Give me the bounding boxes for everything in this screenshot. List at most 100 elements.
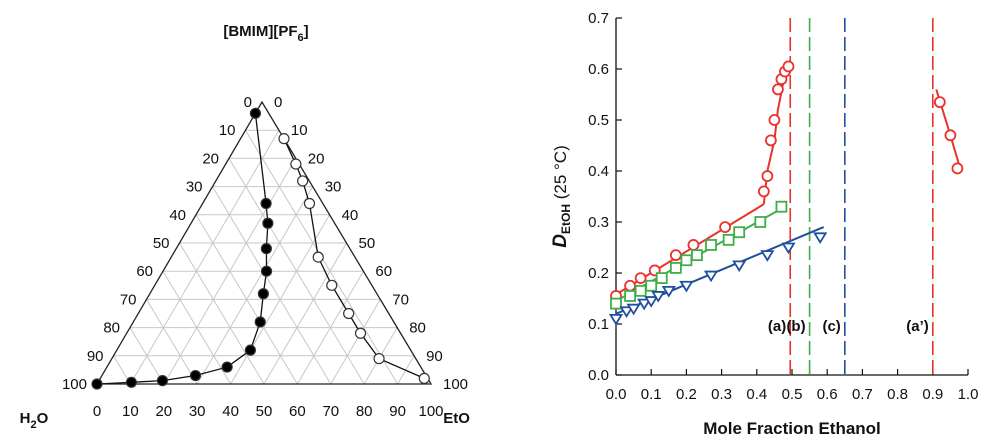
right-axis-tick-label: 60 [375,263,392,280]
left-axis-tick-label: 50 [153,235,170,252]
y-tick-label: 0.5 [588,112,609,129]
x-tick-label: 0.3 [711,386,732,403]
ternary-point-filled [249,107,261,119]
bottom-axis-tick-label: 70 [322,403,339,420]
data-point-b [610,297,622,310]
left-axis-tick-label: 70 [120,291,137,308]
x-tick-label: 0.2 [676,386,697,403]
ternary-point-filled [260,197,272,210]
data-point-c [637,298,652,311]
bottom-axis-tick-label: 0 [93,403,101,420]
ternary-point-filled [125,376,137,388]
data-point-b [624,290,636,302]
ternary-point-filled [257,288,269,300]
data-point-a [634,272,647,285]
y-tick-label: 0.1 [588,316,609,333]
y-tick-label: 0.3 [588,214,609,231]
x-tick-label: 0.0 [606,386,627,403]
grid-line [263,242,347,385]
x-tick-label: 0.7 [852,386,873,403]
data-point-b [775,200,788,213]
phase-boundary-label: (a) [768,318,786,335]
x-tick-label: 0.9 [922,386,943,403]
data-point-b [634,284,647,297]
ternary-point-open [326,279,338,291]
data-point-b [655,272,668,285]
x-tick-label: 1.0 [958,386,979,403]
right-axis-tick-label: 100 [443,376,468,393]
ternary-point-filled [260,265,273,277]
ternary-point-open [297,175,309,187]
diffusion-chart: 0.0 0.1 0.2 0.3 0.4 0.5 0.6 0.7 0.0 0.1 0.2 0.3 0.4 0… [470,0,987,441]
grid-line [212,186,332,385]
left-axis-tick-label: 90 [87,348,104,365]
grid-line [196,186,314,385]
data-point-a [669,249,682,262]
data-point-a [764,134,777,147]
data-point-b [722,233,735,246]
ternary-triangle [95,100,433,385]
data-point-a [768,114,781,126]
data-point-c [813,232,828,245]
data-point-a [782,60,795,73]
data-point-c [781,242,796,255]
ternary-grid [113,129,415,385]
grid-line [179,242,265,385]
data-point-a [757,185,770,198]
left-axis-tick-label: 30 [186,179,203,196]
ternary-point-open [373,353,385,365]
left-axis-tick-label: 80 [103,320,120,337]
right-axis-tick-label: 80 [409,320,426,337]
x-tick-label: 0.8 [887,386,908,403]
left-axis-tick-label: 20 [202,150,219,167]
y-tick-label: 0.0 [588,367,609,384]
grid-line [146,299,198,385]
ternary-point-open [290,158,302,170]
left-axis-tick-label: 100 [62,376,87,393]
data-point-c [679,280,694,293]
data-point-a [687,239,700,251]
bottom-axis-tick-label: 20 [155,403,172,420]
data-point-a [772,83,784,96]
right-axis-tick-label: 40 [342,207,359,224]
y-axis-title: DEtOH (25 °C) [550,145,573,248]
bottom-axis-tick-label: 50 [256,403,273,420]
data-point-a [719,221,732,234]
vertex-label-bottom-left: H2O [20,410,49,431]
right-axis-tick-label: 0 [274,94,282,111]
ternary-point-filled [260,243,272,255]
ternary-point-open [354,327,367,339]
grid-line [296,270,364,385]
left-axis-tick-label: 10 [219,122,236,139]
ternary-point-filled [262,217,274,229]
vertex-label-top: [BMIM][PF6] [223,23,308,44]
grid-line [129,129,280,385]
ternary-phase-diagram: 0 10 20 30 40 50 60 70 80 90 100 100 90 80 70 60 50 40 30 2… [0,0,470,441]
data-point-c [703,270,719,283]
x-axis-title: Mole Fraction Ethanol [703,419,881,438]
data-point-c [619,306,634,318]
data-point-b [754,216,767,228]
ternary-point-open [418,372,430,384]
ternary-point-open [303,197,316,210]
phase-boundary-label: (b) [786,318,805,335]
data-point-c [661,285,676,298]
bottom-axis-tick-label: 90 [389,403,406,420]
data-point-c [651,291,666,303]
data-point-b [705,239,717,251]
grid-line [330,299,381,385]
left-axis-tick-label: 60 [136,263,153,280]
grid-line [129,327,165,385]
y-tick-label: 0.4 [588,163,609,180]
x-tick-label: 0.5 [782,386,803,403]
diffusion-plot-svg: 0.0 0.1 0.2 0.3 0.4 0.5 0.6 0.7 0.0 0.1 0.2 0.3 0.4 0… [550,10,979,438]
ternary-point-filled [254,316,266,328]
bottom-axis-tick-label: 60 [289,403,306,420]
data-point-a [761,170,774,183]
data-point-c [608,313,624,326]
vertex-label-bottom-right: EtOH [443,410,470,427]
ternary-point-filled [156,375,169,387]
phase-boundary-label: (a’) [906,318,929,335]
bottom-axis-tick-label: 10 [122,403,139,420]
